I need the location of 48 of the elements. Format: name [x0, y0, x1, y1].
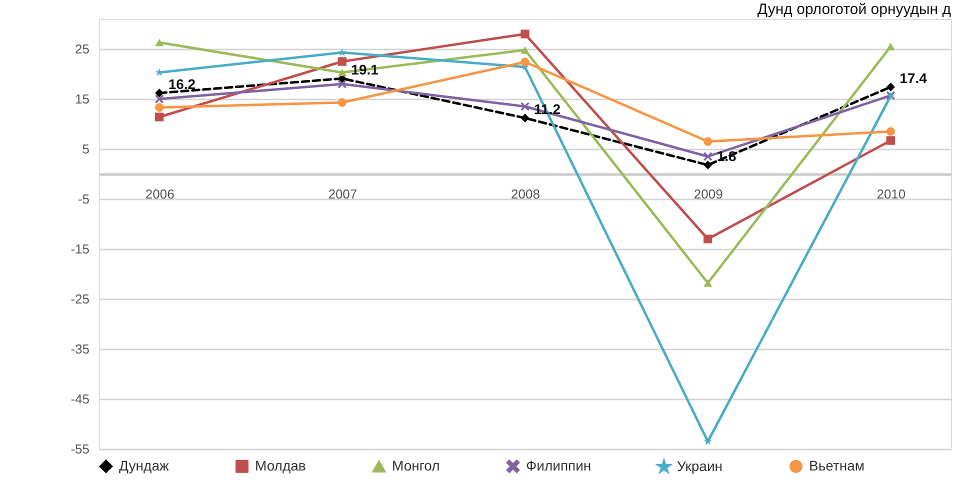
- point: [155, 112, 164, 122]
- point: [155, 38, 164, 46]
- point: [155, 94, 164, 104]
- point: [704, 160, 712, 170]
- x-tick-label: 2010: [876, 186, 906, 202]
- point: [520, 102, 530, 111]
- point: [704, 234, 712, 244]
- legend-label: Дундаж: [119, 457, 170, 474]
- y-tick-label: -55: [70, 442, 90, 456]
- y-tick-label: 25: [75, 42, 90, 56]
- point: [704, 279, 712, 287]
- point: [886, 127, 895, 136]
- y-tick-label: -25: [70, 292, 90, 306]
- point: [338, 48, 346, 56]
- point: [520, 58, 530, 66]
- legend-label: Монгол: [392, 458, 440, 474]
- x-tick-label: 2006: [145, 186, 174, 202]
- x-tick-label: 2008: [511, 186, 540, 202]
- point: [155, 88, 164, 98]
- point: [886, 136, 895, 145]
- legend-label: Филиппин: [526, 457, 592, 474]
- point: [886, 42, 895, 50]
- y-tick-label: -15: [70, 242, 90, 256]
- chart-title: Дунд орлоготой орнуудын д: [757, 1, 952, 18]
- point: [338, 80, 346, 88]
- data-label: 17.4: [900, 70, 928, 86]
- point: [520, 30, 530, 38]
- point: [704, 152, 712, 161]
- point: [704, 437, 712, 446]
- y-tick-label: -45: [70, 392, 90, 406]
- y-tick-label: -5: [78, 192, 90, 206]
- legend-label: Молдав: [255, 457, 306, 474]
- y-tick-label: -35: [70, 342, 90, 356]
- y-tick-label: 5: [82, 142, 90, 156]
- point: [155, 103, 164, 112]
- x-tick-label: 2007: [328, 186, 358, 202]
- legend-label: Украин: [677, 458, 723, 474]
- legend-label: Вьетнам: [809, 457, 865, 474]
- point: [704, 137, 712, 146]
- data-label: 16.2: [168, 76, 196, 92]
- point: [338, 57, 346, 66]
- point: [338, 98, 346, 107]
- point: [338, 68, 346, 76]
- y-tick-label: 15: [75, 92, 90, 106]
- x-tick-label: 2009: [694, 186, 723, 202]
- point: [520, 46, 530, 54]
- point: [520, 114, 530, 122]
- point: [886, 82, 895, 92]
